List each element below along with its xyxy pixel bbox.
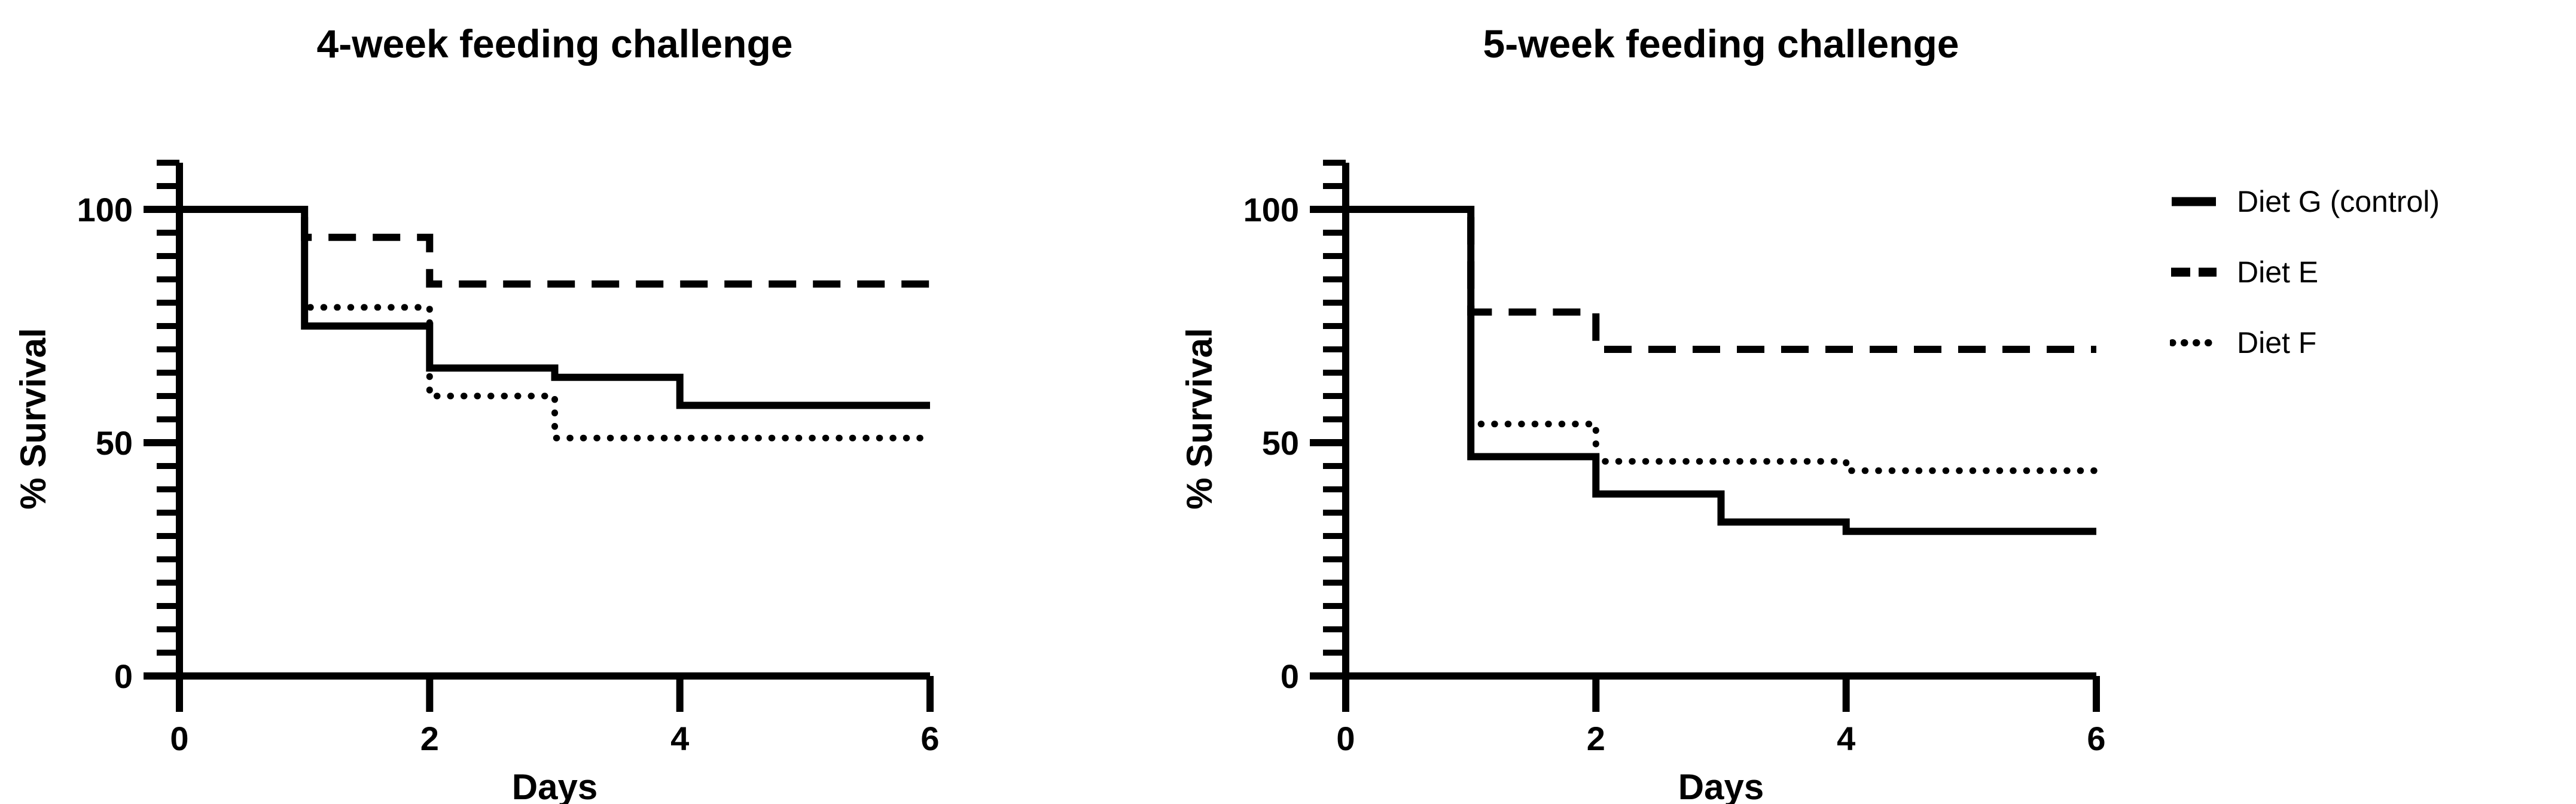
x-tick-label: 4 xyxy=(670,720,689,757)
survival-chart-4-week: 0 50 100 0 2 4 6 4-week feeding challenge Days % … xyxy=(13,22,940,804)
x-tick-label: 2 xyxy=(1587,720,1605,757)
survival-chart-5-week: 0 50 100 0 2 4 6 5-week feeding challenge Days % … xyxy=(1179,22,2106,804)
legend-label-diet-e: Diet E xyxy=(2237,255,2319,289)
y-tick-label: 0 xyxy=(114,657,133,695)
series-diet-e xyxy=(179,206,930,288)
x-tick-label: 6 xyxy=(920,720,939,757)
solid-line-swatch-icon xyxy=(2172,197,2216,206)
x-tick-label: 6 xyxy=(2087,720,2105,757)
chart-title: 4-week feeding challenge xyxy=(317,22,793,66)
y-tick-label: 100 xyxy=(77,191,133,229)
legend: Diet G (control) Diet E Diet F xyxy=(2170,166,2440,378)
x-tick-label: 0 xyxy=(170,720,188,757)
legend-item-diet-f: Diet F xyxy=(2170,307,2440,378)
chart-title: 5-week feeding challenge xyxy=(1483,22,1959,66)
legend-label-diet-g: Diet G (control) xyxy=(2237,185,2440,218)
series-diet-g-control xyxy=(1346,206,2096,535)
dotted-line-swatch-icon xyxy=(2170,339,2213,346)
y-axis-label: % Survival xyxy=(1179,328,1220,510)
legend-label-diet-f: Diet F xyxy=(2237,326,2317,360)
series-diet-g-control xyxy=(179,206,930,409)
dashed-line-swatch-icon xyxy=(2171,267,2217,277)
series-diet-e xyxy=(1346,206,2096,353)
x-tick-label: 2 xyxy=(420,720,439,757)
y-tick-label: 50 xyxy=(96,424,133,462)
legend-item-diet-g: Diet G (control) xyxy=(2170,166,2440,237)
legend-item-diet-e: Diet E xyxy=(2170,237,2440,307)
y-axis-label: % Survival xyxy=(13,328,53,510)
x-tick-label: 4 xyxy=(1837,720,1855,757)
y-tick-label: 50 xyxy=(1262,424,1299,462)
series-diet-f xyxy=(1342,206,2100,474)
x-axis-label: Days xyxy=(512,767,597,804)
y-tick-label: 0 xyxy=(1281,657,1299,695)
x-axis-label: Days xyxy=(1678,767,1764,804)
y-tick-label: 100 xyxy=(1243,191,1299,229)
x-tick-label: 0 xyxy=(1336,720,1355,757)
